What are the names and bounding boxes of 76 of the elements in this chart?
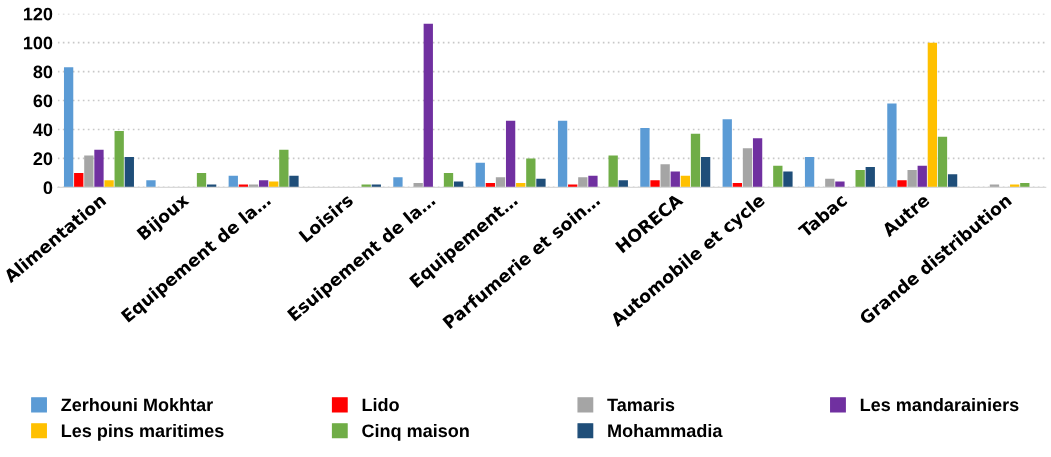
bar (289, 175, 299, 188)
bar (568, 184, 578, 188)
bar (783, 171, 793, 188)
bar (700, 156, 711, 188)
y-tick-label: 60 (33, 94, 53, 108)
bar (423, 23, 433, 188)
bar (907, 170, 917, 188)
bar (773, 165, 783, 188)
bar (228, 175, 238, 188)
bar (196, 172, 207, 188)
legend-label: Les pins maritimes (61, 423, 224, 441)
bar (526, 158, 536, 188)
bar (443, 172, 454, 188)
bar (124, 156, 134, 188)
bar (516, 183, 526, 188)
bar (248, 184, 259, 188)
bar (640, 128, 650, 188)
bar (588, 175, 598, 188)
bar (536, 178, 546, 188)
bar (206, 184, 217, 188)
bar (63, 67, 74, 188)
bar (989, 184, 1000, 188)
bar (578, 177, 588, 188)
bar (1020, 183, 1030, 188)
bar (722, 119, 732, 188)
bar (608, 155, 618, 188)
bar (927, 42, 938, 188)
bar (660, 164, 670, 188)
y-tick-label: 40 (33, 123, 53, 137)
bar (94, 149, 104, 188)
legend-label: Mohammadia (608, 423, 723, 438)
bar (887, 103, 897, 188)
bar (258, 180, 269, 188)
bar (897, 180, 907, 188)
bar (690, 133, 701, 188)
bar (732, 183, 743, 188)
y-tick-label: 80 (33, 65, 53, 79)
bar (557, 120, 568, 188)
bar (937, 136, 948, 188)
bar (485, 183, 496, 188)
legend-label: Lido (362, 397, 399, 412)
bar (413, 183, 423, 188)
bar (505, 120, 516, 188)
bar (742, 148, 753, 188)
y-tick-label: 100 (23, 36, 53, 50)
bar (680, 175, 691, 188)
bar (371, 184, 381, 188)
y-tick-label: 120 (23, 7, 53, 21)
bar (618, 180, 628, 188)
y-tick-label: 0 (43, 181, 53, 195)
bar (855, 170, 865, 188)
bar (865, 167, 875, 188)
legend-label: Zerhouni Mokhtar (61, 397, 213, 412)
bar (835, 181, 845, 188)
bar (495, 177, 506, 188)
bar (1010, 184, 1020, 188)
bar (393, 177, 403, 188)
bar (475, 162, 485, 188)
bar (104, 180, 114, 188)
legend-label: Les mandarainiers (860, 397, 1019, 412)
bar (752, 138, 763, 188)
bar (361, 184, 371, 188)
bar (650, 180, 660, 188)
bar (670, 171, 680, 188)
legend-label: Tamaris (607, 397, 675, 412)
bar (74, 172, 84, 188)
bar (114, 130, 124, 188)
bar (804, 156, 815, 188)
y-tick-label: 20 (33, 152, 53, 166)
legend-label: Cinq maison (362, 423, 469, 441)
bar (238, 184, 249, 188)
bar (279, 149, 289, 188)
bar (146, 180, 156, 188)
bar (917, 165, 927, 188)
bar (84, 155, 94, 188)
bar (947, 174, 958, 188)
